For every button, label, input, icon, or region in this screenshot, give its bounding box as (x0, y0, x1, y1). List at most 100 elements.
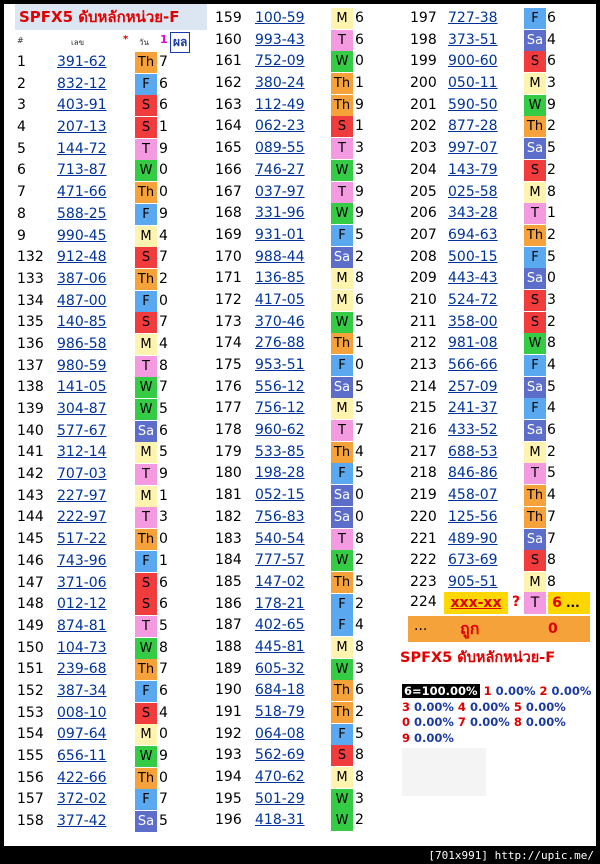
row-day: Sa (135, 811, 157, 833)
row-digit: 3 (355, 161, 364, 178)
row-day: W (331, 810, 353, 832)
table-row: 185 147-02 Th 5 (211, 571, 391, 594)
row-day: Th (524, 116, 546, 138)
row-index: 166 (215, 161, 242, 178)
row-number: 144-72 (57, 140, 107, 157)
row-day: M (135, 333, 157, 355)
row-digit: 5 (355, 378, 364, 395)
table-row: 171 136-85 M 8 (211, 268, 391, 290)
row-digit: 7 (355, 422, 364, 439)
row-digit: 9 (159, 140, 168, 157)
header-number: เลข (71, 38, 85, 47)
table-row: 161 752-09 W 0 (211, 51, 391, 73)
row-digit: 5 (355, 226, 364, 243)
row-day: Sa (524, 138, 546, 160)
row-number: 377-42 (57, 813, 107, 830)
stats-percent: 0.00% (469, 715, 510, 729)
table-row: 195 501-29 W 3 (211, 788, 391, 811)
row-number: 877-28 (448, 118, 498, 135)
row-day: Th (135, 767, 157, 789)
row-index: 151 (17, 661, 44, 678)
row-index: 6 (17, 162, 26, 179)
row-number: 988-44 (255, 248, 305, 265)
row-index: 143 (17, 487, 44, 504)
row-digit: 2 (547, 313, 556, 330)
table-row: 153 008-10 S 4 (15, 702, 207, 725)
row-index: 202 (410, 118, 437, 135)
row-day: Th (331, 333, 353, 355)
table-row: 218 846-86 T 5 (404, 463, 590, 485)
table-row: 188 445-81 M 8 (211, 636, 391, 659)
row-digit: 5 (159, 617, 168, 634)
row-index: 148 (17, 596, 44, 613)
row-day: S (135, 117, 157, 139)
row-number: 688-53 (448, 443, 498, 460)
row-digit: 0 (547, 270, 556, 287)
table-row: 4 207-13 S 1 (15, 117, 207, 139)
row-day: F (135, 73, 157, 95)
row-number: 588-25 (57, 205, 107, 222)
row-day: W (135, 377, 157, 399)
column-2: 159 100-59 M 6 160 993-43 T 6 161 752-09 W 0 162 380-… (211, 8, 391, 833)
row-day: S (135, 247, 157, 269)
table-row: 146 743-96 F 1 (15, 550, 207, 573)
stats-percent: 0.00% (414, 715, 454, 729)
row-day: F (524, 246, 546, 268)
table-row: 192 064-08 F 5 (211, 723, 391, 746)
row-index: 213 (410, 357, 437, 373)
row-number: 052-15 (255, 487, 305, 504)
row-index: 169 (215, 226, 242, 243)
row-day: W (331, 159, 353, 181)
row-day: Th (331, 73, 353, 95)
row-number: 207-13 (57, 119, 107, 136)
row-digit: 5 (159, 813, 168, 830)
row-digit: 2 (355, 552, 364, 569)
row-day: T (135, 355, 157, 377)
row-number: 037-97 (255, 183, 305, 200)
row-day: S (135, 312, 157, 334)
row-number: 112-49 (255, 96, 305, 113)
column-3: 197 727-38 F 6 198 373-51 Sa 4 199 900-60 S 6 200 050… (404, 8, 590, 594)
table-row: 223 905-51 M 8 (404, 571, 590, 594)
row-digit: 8 (547, 573, 556, 590)
table-row: 180 198-28 F 5 (211, 463, 391, 485)
stats-percent: 0.00% (414, 699, 454, 714)
row-number: 517-22 (57, 531, 107, 548)
row-number: 524-72 (448, 291, 498, 308)
row-number: 953-51 (255, 357, 305, 373)
row-digit: 9 (547, 96, 556, 113)
table-row: 176 556-12 Sa 5 (211, 376, 391, 399)
row-number: 993-43 (255, 31, 305, 48)
row-day: T (135, 615, 157, 637)
row-digit: 1 (159, 119, 168, 136)
row-digit: 6 (547, 10, 556, 26)
row-digit: 6 (159, 97, 168, 114)
table-row: 215 241-37 F 4 (404, 398, 590, 420)
row-digit: 6 (355, 31, 364, 48)
row-digit: 0 (159, 726, 168, 743)
row-number: 752-09 (255, 53, 305, 70)
row-digit: 3 (547, 75, 556, 92)
table-row: 8 588-25 F 9 (15, 203, 207, 226)
table-row: 167 037-97 T 9 (211, 181, 391, 204)
stats-percent: 0.00% (414, 730, 454, 745)
row-index: 164 (215, 118, 242, 135)
row-number: 403-91 (57, 97, 107, 114)
row-index: 180 (215, 465, 242, 482)
row-index: 135 (17, 314, 44, 331)
row-number: 141-05 (57, 379, 107, 396)
table-row: 158 377-42 Sa 5 (15, 811, 207, 833)
table-row: 210 524-72 S 3 (404, 289, 590, 312)
row-index: 183 (215, 530, 242, 547)
row-index: 133 (17, 270, 44, 287)
row-digit: 8 (355, 270, 364, 287)
row-day: T (524, 203, 546, 225)
row-index: 146 (17, 552, 44, 569)
column-header: # เลข * วัน 1 ผล (15, 30, 207, 53)
grey-panel (402, 748, 486, 796)
row-number: 343-28 (448, 205, 498, 222)
row-digit: 6 (159, 682, 168, 699)
row-index: 185 (215, 573, 242, 590)
table-row: 174 276-88 Th 1 (211, 333, 391, 355)
row-digit: 6 (159, 574, 168, 591)
